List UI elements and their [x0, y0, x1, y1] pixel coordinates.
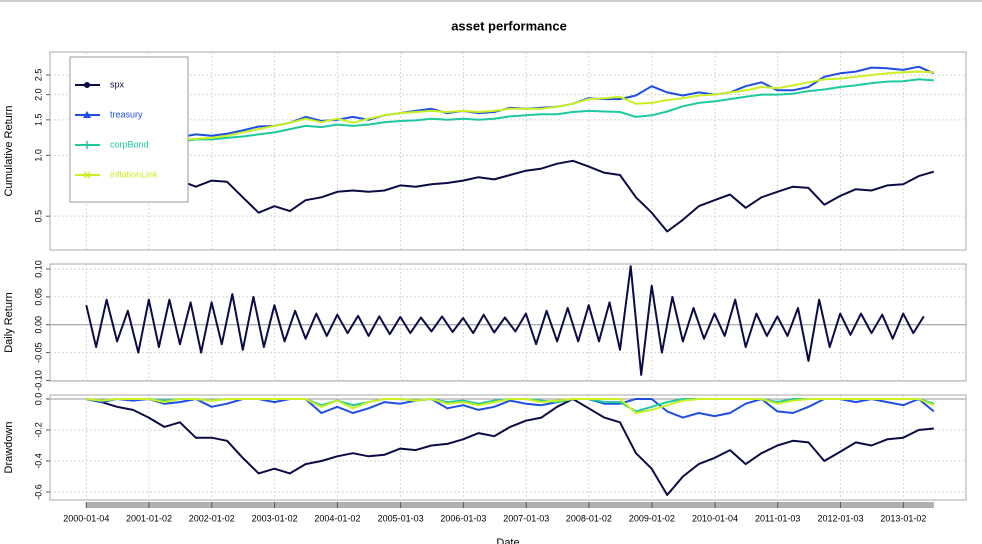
series-line	[86, 398, 934, 496]
series-line	[86, 65, 935, 148]
y-axis-label: Cumulative Return	[3, 105, 15, 196]
y-tick-label: 0.05	[33, 288, 43, 306]
legend-label: spx	[110, 79, 125, 89]
y-tick-label: 0.00	[33, 316, 43, 334]
x-tick-label: 2009-01-02	[629, 513, 675, 523]
x-tick-label: 2012-01-03	[818, 513, 864, 523]
legend-box	[69, 56, 189, 203]
plot-frame	[49, 263, 967, 382]
x-tick-label: 2011-01-03	[755, 513, 800, 523]
series-line	[86, 70, 934, 155]
x-tick-label: 2007-01-03	[503, 513, 549, 523]
y-tick-label: -0.6	[33, 484, 43, 500]
x-tick-label: 2013-01-02	[880, 513, 926, 523]
series-line	[86, 159, 935, 233]
x-tick-label: 2008-01-02	[566, 513, 612, 523]
x-axis-strip	[86, 502, 934, 508]
legend-label: treasury	[110, 109, 143, 119]
series-line	[85, 265, 925, 376]
x-tick-label: 2001-01-02	[126, 513, 172, 523]
y-tick-label: -0.2	[33, 422, 43, 438]
legend-label: corpBond	[110, 139, 149, 149]
series-line	[86, 78, 934, 153]
series-line	[86, 398, 935, 419]
y-tick-label: 2.0	[33, 88, 43, 101]
x-tick-label: 2004-01-02	[314, 513, 360, 523]
y-axis-label: Daily Return	[3, 292, 15, 353]
x-tick-label: 2006-01-03	[440, 513, 486, 523]
legend-marker	[83, 141, 91, 149]
x-axis-label: Date	[496, 537, 519, 544]
legend-label: inflationLink	[110, 169, 158, 179]
x-tick-label: 2005-01-03	[378, 513, 424, 523]
x-tick-label: 2010-01-04	[692, 513, 738, 523]
plot-frame	[49, 394, 967, 501]
legend-marker	[84, 82, 90, 88]
y-tick-label: 0.5	[33, 210, 43, 223]
y-tick-label: 1.5	[33, 114, 43, 127]
y-tick-label: 1.0	[33, 149, 43, 162]
chart-title: asset performance	[451, 18, 567, 33]
y-tick-label: 2.5	[33, 69, 43, 82]
legend-marker	[83, 111, 91, 118]
x-tick-label: 2003-01-02	[252, 513, 298, 523]
y-axis-label: Drawdown	[3, 422, 15, 474]
y-tick-label: -0.05	[33, 342, 43, 363]
legend-marker	[83, 171, 91, 179]
x-tick-label: 2002-01-02	[189, 513, 235, 523]
x-tick-label: 2000-01-04	[63, 513, 109, 523]
plot-frame	[49, 51, 967, 251]
y-tick-label: -0.10	[33, 370, 43, 391]
series-line	[86, 398, 935, 414]
y-tick-label: 0.10	[33, 260, 43, 278]
y-tick-label: -0.4	[33, 453, 43, 469]
y-tick-label: 0.0	[33, 393, 43, 406]
